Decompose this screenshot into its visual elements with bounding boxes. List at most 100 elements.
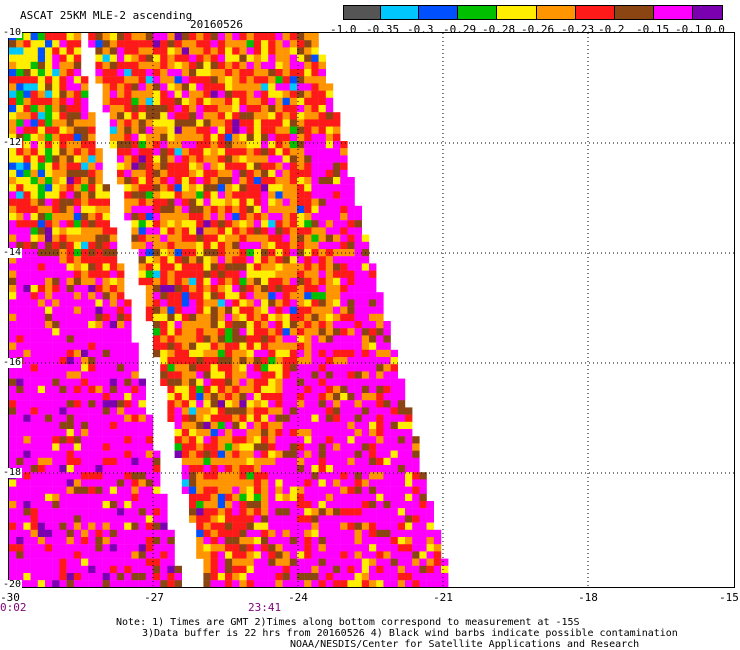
data-cell (246, 177, 254, 185)
data-cell (246, 493, 254, 502)
data-cell (333, 508, 341, 516)
data-cell (289, 342, 298, 350)
data-cell (131, 76, 139, 84)
data-cell (138, 400, 146, 408)
data-cell (9, 414, 17, 422)
data-cell (66, 378, 74, 386)
data-cell (203, 277, 211, 286)
data-cell (174, 357, 182, 365)
data-cell (275, 277, 283, 286)
data-cell (282, 493, 290, 502)
data-cell (225, 126, 233, 134)
data-cell (340, 371, 348, 379)
data-cell (318, 270, 326, 278)
data-cell (109, 385, 118, 394)
data-cell (325, 443, 334, 451)
data-cell (138, 205, 146, 214)
data-cell (289, 385, 298, 394)
data-cell (117, 76, 125, 84)
data-cell (225, 277, 233, 286)
data-cell (354, 479, 362, 487)
data-cell (81, 83, 89, 91)
data-cell (73, 306, 82, 314)
data-cell (390, 364, 398, 372)
data-cell (369, 529, 377, 538)
data-cell (88, 479, 96, 487)
data-cell (282, 198, 290, 206)
data-cell (325, 313, 334, 322)
data-cell (318, 220, 326, 228)
data-cell (23, 472, 31, 480)
data-cell (289, 450, 298, 458)
data-cell (217, 573, 226, 581)
data-cell (189, 227, 197, 235)
data-cell (239, 414, 247, 422)
data-cell (419, 573, 427, 581)
data-cell (88, 522, 96, 530)
data-cell (369, 436, 377, 444)
data-cell (239, 328, 247, 336)
data-cell (253, 544, 262, 552)
data-cell (131, 501, 139, 509)
data-cell (138, 105, 146, 113)
data-cell (340, 407, 348, 415)
data-cell (131, 465, 139, 473)
data-cell (318, 198, 326, 206)
data-cell (412, 558, 420, 566)
data-cell (261, 522, 269, 530)
data-cell (9, 537, 17, 545)
data-cell (261, 400, 269, 408)
data-cell (23, 40, 31, 48)
data-cell (81, 292, 89, 300)
data-cell (88, 429, 96, 437)
data-cell (268, 580, 276, 587)
data-cell (9, 508, 17, 516)
data-cell (253, 40, 262, 48)
data-cell (210, 493, 218, 502)
data-cell (59, 479, 67, 487)
data-cell (52, 198, 60, 206)
data-cell (52, 443, 60, 451)
data-cell (189, 61, 197, 70)
data-cell (232, 349, 240, 358)
data-cell (325, 465, 334, 473)
data-cell (210, 580, 218, 587)
data-cell (23, 83, 31, 91)
data-cell (217, 126, 226, 134)
data-cell (311, 371, 319, 379)
data-cell (304, 479, 312, 487)
data-cell (239, 292, 247, 300)
data-cell (412, 501, 420, 509)
data-cell (325, 126, 334, 134)
data-cell (95, 205, 103, 214)
data-cell (174, 443, 182, 451)
data-cell (311, 285, 319, 293)
data-cell (376, 407, 384, 415)
data-cell (124, 537, 132, 545)
data-cell (196, 393, 204, 401)
data-cell (253, 256, 262, 264)
data-cell (210, 112, 218, 120)
data-cell (340, 450, 348, 458)
data-cell (217, 558, 226, 566)
data-cell (376, 522, 384, 530)
data-cell (167, 83, 175, 91)
data-cell (81, 177, 89, 185)
data-cell (311, 515, 319, 523)
data-cell (369, 544, 377, 552)
data-cell (30, 465, 38, 473)
data-cell (102, 83, 110, 91)
data-cell (153, 61, 161, 70)
data-cell (217, 306, 226, 314)
data-cell (95, 493, 103, 502)
data-cell (217, 141, 226, 149)
data-cell (275, 508, 283, 516)
data-cell (289, 501, 298, 509)
data-cell (289, 105, 298, 113)
data-cell (253, 443, 262, 451)
data-cell (225, 263, 233, 271)
data-cell (275, 335, 283, 343)
data-cell (88, 249, 96, 257)
data-cell (217, 472, 226, 480)
data-cell (282, 421, 290, 430)
